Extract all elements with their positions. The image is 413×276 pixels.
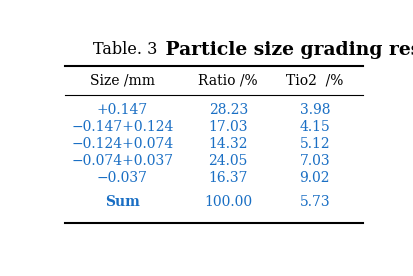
- Text: 3.98: 3.98: [299, 103, 329, 117]
- Text: Particle size grading result: Particle size grading result: [159, 41, 413, 59]
- Text: 14.32: 14.32: [208, 137, 247, 151]
- Text: 16.37: 16.37: [208, 171, 247, 185]
- Text: −0.074+0.037: −0.074+0.037: [71, 154, 173, 168]
- Text: 9.02: 9.02: [299, 171, 329, 185]
- Text: 17.03: 17.03: [208, 120, 247, 134]
- Text: 28.23: 28.23: [208, 103, 247, 117]
- Text: Size /mm: Size /mm: [90, 74, 154, 88]
- Text: +0.147: +0.147: [97, 103, 147, 117]
- Text: 7.03: 7.03: [299, 154, 329, 168]
- Text: Ratio /%: Ratio /%: [198, 74, 257, 88]
- Text: 24.05: 24.05: [208, 154, 247, 168]
- Text: 100.00: 100.00: [204, 195, 252, 209]
- Text: −0.124+0.074: −0.124+0.074: [71, 137, 173, 151]
- Text: 4.15: 4.15: [299, 120, 330, 134]
- Text: 5.12: 5.12: [299, 137, 329, 151]
- Text: Tio2  /%: Tio2 /%: [285, 74, 343, 88]
- Text: −0.147+0.124: −0.147+0.124: [71, 120, 173, 134]
- Text: 5.73: 5.73: [299, 195, 329, 209]
- Text: Sum: Sum: [104, 195, 140, 209]
- Text: Table. 3: Table. 3: [93, 41, 157, 58]
- Text: −0.037: −0.037: [97, 171, 147, 185]
